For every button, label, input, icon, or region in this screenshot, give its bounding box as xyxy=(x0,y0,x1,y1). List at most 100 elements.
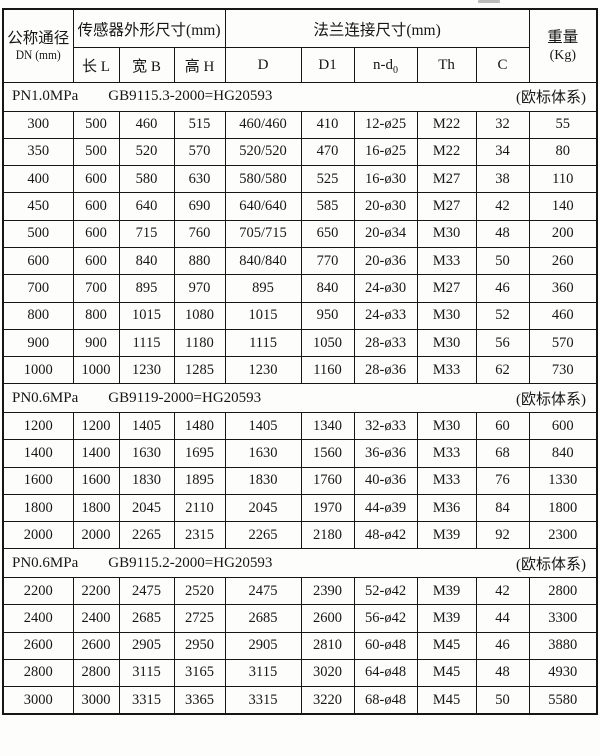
cell-weight-kg: 260 xyxy=(528,246,598,276)
table-row: 400 600 580 630 580/580 525 16-ø30 M27 38 110 xyxy=(2,165,598,194)
table-row: 300 500 460 515 460/460 410 12-ø25 M22 32 55 xyxy=(2,110,598,139)
table-row: 2000 2000 2265 2315 2265 2180 48-ø42 M39 92 2300 xyxy=(2,521,598,550)
cell-thread-th: M27 xyxy=(416,165,477,194)
cell-flange-c: 76 xyxy=(475,466,530,495)
cell-flange-c: 46 xyxy=(475,274,530,303)
cell-weight-kg: 840 xyxy=(528,439,598,468)
cell-thread-th: M33 xyxy=(416,356,477,385)
header-dn-label: 公称通径 xyxy=(7,29,70,47)
section-pressure-rating: PN1.0MPa xyxy=(12,88,79,105)
cell-flange-d: 895 xyxy=(224,274,302,303)
section-header-row: PN1.0MPa GB9115.3-2000=HG20593 (欧标体系) xyxy=(2,82,598,112)
section-pressure-rating: PN0.6MPa xyxy=(12,554,79,571)
cell-bolt-spec: 68-ø48 xyxy=(353,686,418,715)
section-header-cell: PN0.6MPa GB9119-2000=HG20593 (欧标体系) xyxy=(2,383,598,413)
header-nominal-diameter: 公称通径 DN (mm) xyxy=(2,8,74,83)
cell-height-h: 690 xyxy=(173,192,226,221)
cell-flange-d: 1115 xyxy=(224,328,302,358)
cell-flange-d: 2265 xyxy=(224,521,302,550)
cell-thread-th: M33 xyxy=(416,466,477,495)
cell-flange-c: 50 xyxy=(475,686,530,715)
cell-weight-kg: 1330 xyxy=(528,466,598,495)
cell-flange-d1: 1160 xyxy=(300,356,355,385)
cell-flange-c: 84 xyxy=(475,493,530,523)
table-row: 450 600 640 690 640/640 585 20-ø30 M27 42 140 xyxy=(2,192,598,221)
cell-length-l: 900 xyxy=(72,328,120,358)
cell-flange-d1: 770 xyxy=(300,246,355,276)
cell-length-l: 500 xyxy=(72,110,120,139)
cell-width-b: 1405 xyxy=(118,411,175,441)
cell-flange-d: 1015 xyxy=(224,301,302,330)
cell-flange-d1: 1970 xyxy=(300,493,355,523)
table-row: 2200 2200 2475 2520 2475 2390 52-ø42 M39 42 2800 xyxy=(2,576,598,606)
cell-dn: 2200 xyxy=(2,576,74,606)
cell-weight-kg: 600 xyxy=(528,411,598,441)
cell-flange-d1: 525 xyxy=(300,165,355,194)
cell-dn: 800 xyxy=(2,301,74,330)
cell-height-h: 970 xyxy=(173,274,226,303)
cell-flange-d1: 2180 xyxy=(300,521,355,550)
cell-dn: 450 xyxy=(2,192,74,221)
cell-thread-th: M30 xyxy=(416,219,477,248)
cell-flange-d1: 3020 xyxy=(300,658,355,688)
header-bolt-holes-nd0: n-d0 xyxy=(353,47,418,83)
cell-height-h: 1080 xyxy=(173,301,226,330)
cell-bolt-spec: 20-ø30 xyxy=(353,192,418,221)
cell-length-l: 600 xyxy=(72,165,120,194)
cell-width-b: 2475 xyxy=(118,576,175,606)
cell-weight-kg: 80 xyxy=(528,137,598,167)
cell-bolt-spec: 16-ø30 xyxy=(353,165,418,194)
cell-height-h: 880 xyxy=(173,246,226,276)
cell-flange-d1: 410 xyxy=(300,110,355,139)
cell-thread-th: M39 xyxy=(416,521,477,550)
cell-length-l: 1800 xyxy=(72,493,120,523)
cell-weight-kg: 140 xyxy=(528,192,598,221)
header-dn-unit: DN (mm) xyxy=(15,47,61,62)
cell-dn: 600 xyxy=(2,246,74,276)
header-weight-unit: (Kg) xyxy=(549,47,576,63)
header-width-b: 宽 B xyxy=(118,47,175,83)
cell-thread-th: M39 xyxy=(416,604,477,633)
table-row: 1000 1000 1230 1285 1230 1160 28-ø36 M33 62 730 xyxy=(2,356,598,385)
cell-flange-d: 1405 xyxy=(224,411,302,441)
cell-flange-d: 840/840 xyxy=(224,246,302,276)
cell-flange-d: 3115 xyxy=(224,658,302,688)
cell-thread-th: M30 xyxy=(416,411,477,441)
cell-weight-kg: 55 xyxy=(528,110,598,139)
cell-height-h: 3165 xyxy=(173,658,226,688)
cell-dn: 300 xyxy=(2,110,74,139)
table-row: 3000 3000 3315 3365 3315 3220 68-ø48 M45 50 5580 xyxy=(2,686,598,715)
cell-dn: 2800 xyxy=(2,658,74,688)
cell-height-h: 1695 xyxy=(173,439,226,468)
cell-bolt-spec: 64-ø48 xyxy=(353,658,418,688)
cell-thread-th: M45 xyxy=(416,686,477,715)
table-row: 600 600 840 880 840/840 770 20-ø36 M33 50 260 xyxy=(2,246,598,276)
cell-flange-c: 42 xyxy=(475,192,530,221)
cell-width-b: 840 xyxy=(118,246,175,276)
section-standard-code: GB9119-2000=HG20593 xyxy=(108,389,262,406)
header-weight: 重量 (Kg) xyxy=(528,8,598,83)
cell-flange-d1: 950 xyxy=(300,301,355,330)
table-row: 2400 2400 2685 2725 2685 2600 56-ø42 M39 44 3300 xyxy=(2,604,598,633)
cell-flange-c: 68 xyxy=(475,439,530,468)
cell-weight-kg: 730 xyxy=(528,356,598,385)
cell-bolt-spec: 52-ø42 xyxy=(353,576,418,606)
cell-bolt-spec: 24-ø30 xyxy=(353,274,418,303)
cell-length-l: 1400 xyxy=(72,439,120,468)
cell-flange-d1: 3220 xyxy=(300,686,355,715)
cell-height-h: 515 xyxy=(173,110,226,139)
cell-thread-th: M45 xyxy=(416,631,477,660)
cell-flange-d1: 650 xyxy=(300,219,355,248)
cell-bolt-spec: 28-ø36 xyxy=(353,356,418,385)
table-row: 350 500 520 570 520/520 470 16-ø25 M22 34 80 xyxy=(2,137,598,167)
cell-bolt-spec: 36-ø36 xyxy=(353,439,418,468)
cell-length-l: 1000 xyxy=(72,356,120,385)
cell-height-h: 760 xyxy=(173,219,226,248)
cell-thread-th: M33 xyxy=(416,246,477,276)
cell-height-h: 2315 xyxy=(173,521,226,550)
table-row: 800 800 1015 1080 1015 950 24-ø33 M30 52 460 xyxy=(2,301,598,330)
cell-flange-d1: 1760 xyxy=(300,466,355,495)
cell-flange-c: 50 xyxy=(475,246,530,276)
cell-length-l: 600 xyxy=(72,192,120,221)
cell-bolt-spec: 48-ø42 xyxy=(353,521,418,550)
